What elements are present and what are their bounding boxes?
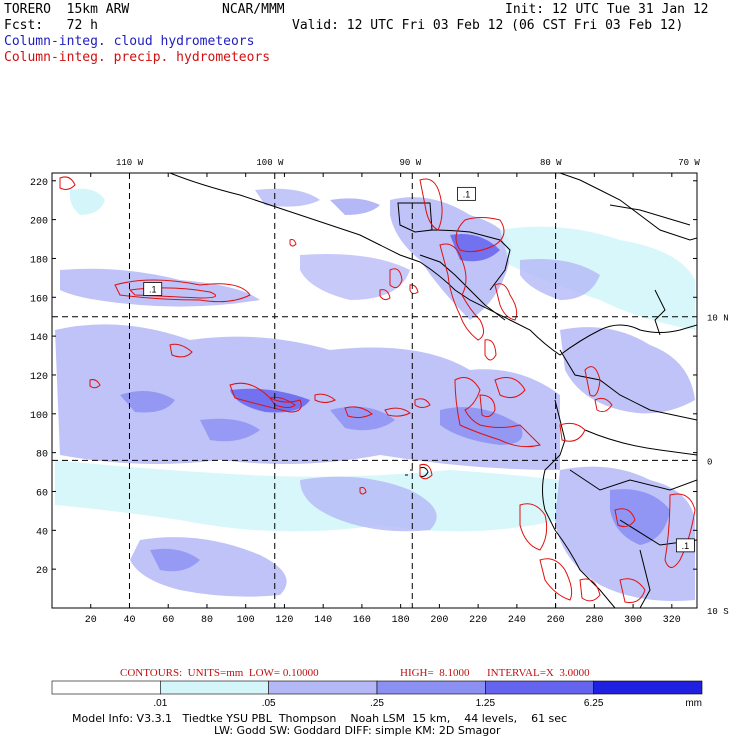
x-tick-label: 40: [123, 615, 135, 626]
longitude-label: 100 W: [256, 158, 284, 168]
init-time: Init: 12 UTC Tue 31 Jan 12: [505, 2, 709, 17]
colorbar-swatch: [51, 680, 161, 695]
y-tick-label: 140: [30, 333, 48, 344]
physics-info: LW: Godd SW: Goddard DIFF: simple KM: 2D…: [214, 724, 501, 737]
x-tick-label: 240: [508, 615, 526, 626]
y-tick-label: 220: [30, 178, 48, 189]
x-tick-label: 260: [547, 615, 565, 626]
valid-time: Valid: 12 UTC Fri 03 Feb 12 (06 CST Fri …: [292, 18, 684, 33]
longitude-label: 90 W: [400, 158, 422, 168]
latitude-label: 10 N: [707, 314, 729, 324]
longitude-label: 70 W: [678, 158, 700, 168]
x-tick-label: 200: [430, 615, 448, 626]
contour-label-box: [143, 282, 163, 296]
contour-label: .1: [682, 541, 690, 551]
latitude-label: 0: [707, 457, 712, 467]
colorbar-label: 6.25: [584, 698, 604, 709]
organization-label: NCAR/MMM: [222, 2, 285, 17]
colorbar-label: .05: [262, 698, 276, 709]
x-tick-label: 100: [237, 615, 255, 626]
latitude-label: 10 S: [707, 607, 729, 617]
contour-label-box: [675, 538, 695, 553]
x-tick-label: 280: [585, 615, 603, 626]
colorbar-swatch: [268, 680, 378, 695]
longitude-label: 110 W: [116, 158, 144, 168]
forecast-hour: Fcst: 72 h: [4, 18, 98, 33]
field-title-cloud: Column-integ. cloud hydrometeors: [4, 34, 255, 49]
y-tick-label: 100: [30, 411, 48, 422]
x-tick-label: 180: [392, 615, 410, 626]
y-tick-label: 60: [36, 488, 48, 499]
model-title: TORERO 15km ARW: [4, 2, 130, 17]
y-tick-label: 120: [30, 372, 48, 383]
model-info: Model Info: V3.3.1 Tiedtke YSU PBL Thomp…: [72, 712, 568, 725]
colorbar-label: .01: [153, 698, 167, 709]
contour-label-box: [457, 186, 476, 201]
contour-labels: .1 .1 .1: [143, 186, 695, 553]
x-tick-label: 120: [275, 615, 293, 626]
x-tick-label: 60: [162, 615, 174, 626]
colorbar-swatch: [485, 680, 594, 695]
colorbar-label: .25: [370, 698, 384, 709]
cloud-hydrometeor-shading: [55, 188, 695, 601]
y-tick-label: 160: [30, 294, 48, 305]
x-tick-label: 140: [314, 615, 332, 626]
contour-note-interval: INTERVAL=X 3.0000: [487, 667, 590, 679]
colorbar-swatch: [376, 680, 486, 695]
x-tick-label: 220: [469, 615, 487, 626]
axes: 20 40 60 80 100 120 140 160 180 200 220 240 260 280 30…: [30, 158, 729, 626]
field-title-precip: Column-integ. precip. hydrometeors: [4, 50, 271, 65]
lat-lon-grid: [52, 173, 697, 608]
x-tick-label: 300: [624, 615, 642, 626]
x-tick-label: 160: [353, 615, 371, 626]
longitude-label: 80 W: [540, 158, 562, 168]
x-tick-label: 20: [85, 615, 97, 626]
colorbar-label: 1.25: [476, 698, 496, 709]
colorbar: .01 .05 .25 1.25 6.25 mm: [51, 680, 703, 709]
contour-label: .1: [463, 189, 471, 199]
contour-label: .1: [149, 285, 157, 295]
plot-frame: [51, 172, 698, 609]
x-tick-label: 80: [201, 615, 213, 626]
y-tick-label: 200: [30, 217, 48, 228]
y-tick-label: 20: [36, 566, 48, 577]
contour-note-high: HIGH= 8.1000: [400, 667, 470, 679]
y-tick-label: 40: [36, 527, 48, 538]
colorbar-unit: mm: [685, 698, 702, 709]
colorbar-swatch: [593, 680, 703, 695]
colorbar-swatch: [160, 680, 269, 695]
y-tick-label: 180: [30, 255, 48, 266]
contour-note-units: CONTOURS: UNITS=mm LOW= 0.10000: [120, 667, 319, 679]
precip-contours: [59, 176, 696, 603]
x-tick-label: 320: [663, 615, 681, 626]
y-tick-label: 80: [36, 450, 48, 461]
